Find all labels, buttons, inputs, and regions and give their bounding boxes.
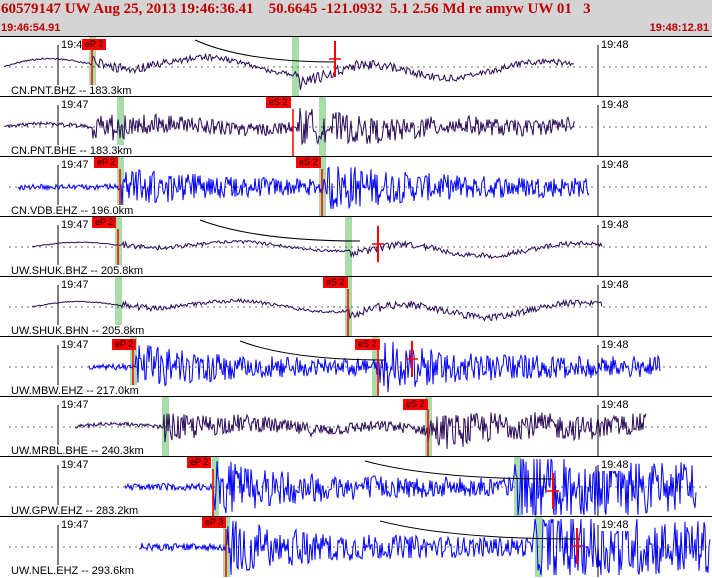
start-time: 19:46:54.91	[1, 22, 61, 34]
coda-duration-curve	[239, 340, 386, 361]
arrival-window-marker	[292, 37, 299, 97]
waveform-trace	[74, 412, 647, 449]
minute-label-end: 19:48	[600, 519, 630, 531]
station-label: UW.SHUK.BHN -- 205.8km	[10, 325, 146, 337]
trace-plot	[3, 97, 707, 157]
trace-plot	[9, 517, 711, 577]
phase-pick-label[interactable]: eP 2	[92, 217, 117, 228]
minute-label-start: 19:47	[60, 399, 90, 411]
minute-label-start: 19:47	[60, 99, 90, 111]
waveform-trace	[32, 239, 603, 260]
phase-pick-label[interactable]: eP 3	[202, 517, 227, 528]
trace-plot	[9, 277, 707, 337]
minute-label-start: 19:47	[60, 219, 90, 231]
minute-label-start: 19:47	[60, 159, 90, 171]
trace-panel: 19:47 19:48 eP 3 UW.NEL.EHZ -- 293.6km	[0, 516, 712, 577]
phase-pick-label[interactable]: eS 2	[296, 157, 321, 168]
trace-plot	[9, 337, 707, 397]
trace-panel: 19:47 19:48 eS 2 UW.SHUK.BHN -- 205.8km	[0, 276, 712, 337]
end-time: 19:48:12.81	[649, 22, 709, 34]
waveform-trace	[17, 166, 590, 210]
minute-label-start: 19:47	[60, 339, 90, 351]
waveform-trace	[138, 517, 711, 576]
phase-pick-label[interactable]: eS 2	[403, 399, 428, 410]
minute-label-end: 19:48	[600, 219, 630, 231]
station-label: UW.MBW.EHZ -- 217.0km	[10, 385, 140, 397]
event-title: 60579147 UW Aug 25, 2013 19:46:36.41 50.…	[1, 1, 591, 17]
header-bar: 60579147 UW Aug 25, 2013 19:46:36.41 50.…	[0, 0, 712, 36]
phase-pick-label[interactable]: eS 2	[355, 339, 380, 350]
coda-duration-curve	[194, 39, 336, 63]
minute-label-end: 19:48	[600, 99, 630, 111]
waveform-trace	[31, 297, 603, 322]
minute-label-start: 19:47	[60, 459, 90, 471]
seismogram-panels: 19:47 19:48 eP 2 CN.PNT.BHZ -- 183.3km 19:47…	[0, 36, 712, 578]
phase-pick-label[interactable]: eS 2	[266, 97, 291, 108]
minute-label-end: 19:48	[600, 279, 630, 291]
phase-pick-label[interactable]: eP 2	[187, 457, 212, 468]
station-label: CN.PNT.BHZ -- 183.3km	[10, 85, 133, 97]
arrival-window-marker	[345, 217, 352, 277]
phase-pick-label[interactable]: eP 2	[112, 339, 137, 350]
trace-panel: 19:47 19:48 eP 2 eS 2 CN.VDB.EHZ -- 196.0km	[0, 156, 712, 217]
minute-label-end: 19:48	[600, 459, 630, 471]
minute-label-end: 19:48	[600, 399, 630, 411]
arrival-window-marker	[535, 517, 542, 577]
station-label: UW.GPW.EHZ -- 283.2km	[10, 505, 140, 517]
minute-label-end: 19:48	[600, 159, 630, 171]
trace-panel: 19:47 19:48 eS 2 CN.PNT.BHE -- 183.3km	[0, 96, 712, 157]
station-label: CN.VDB.EHZ -- 196.0km	[10, 205, 135, 217]
station-label: UW.NEL.EHZ -- 293.6km	[10, 565, 135, 577]
minute-label-end: 19:48	[600, 339, 630, 351]
trace-panel: 19:47 19:48 eS 2 UW.MRBL.BHE -- 240.3km	[0, 396, 712, 457]
trace-panel: 19:47 19:48 eP 2 CN.PNT.BHZ -- 183.3km	[0, 36, 712, 97]
waveform-trace	[3, 108, 576, 146]
coda-duration-curve	[199, 219, 361, 242]
phase-pick-label[interactable]: eP 2	[94, 157, 119, 168]
arrival-window-marker	[212, 457, 219, 517]
station-label: UW.SHUK.BHZ -- 205.8km	[10, 265, 145, 277]
coda-duration-curve	[379, 520, 581, 540]
waveform-trace	[88, 341, 661, 393]
trace-plot	[9, 397, 707, 457]
waveform-trace	[3, 52, 575, 90]
trace-panel: 19:47 19:48 eP 2 UW.GPW.EHZ -- 283.2km	[0, 456, 712, 517]
trace-plot	[9, 457, 707, 517]
trace-plot	[3, 37, 707, 97]
arrival-window-marker	[319, 97, 326, 157]
phase-pick-label[interactable]: eP 2	[82, 39, 107, 50]
minute-label-start: 19:47	[60, 279, 90, 291]
trace-panel: 19:47 19:48 eP 2 eS 2 UW.MBW.EHZ -- 217.0km	[0, 336, 712, 397]
minute-label-end: 19:48	[600, 39, 630, 51]
phase-pick-label[interactable]: eS 2	[323, 277, 348, 288]
minute-label-start: 19:47	[60, 519, 90, 531]
waveform-trace	[124, 458, 697, 516]
coda-duration-curve	[364, 460, 556, 480]
station-label: CN.PNT.BHE -- 183.3km	[10, 145, 134, 157]
station-label: UW.MRBL.BHE -- 240.3km	[10, 445, 145, 457]
arrival-window-marker	[115, 277, 122, 337]
trace-panel: 19:47 19:48 eP 2 UW.SHUK.BHZ -- 205.8km	[0, 216, 712, 277]
arrival-window-marker	[162, 397, 169, 457]
